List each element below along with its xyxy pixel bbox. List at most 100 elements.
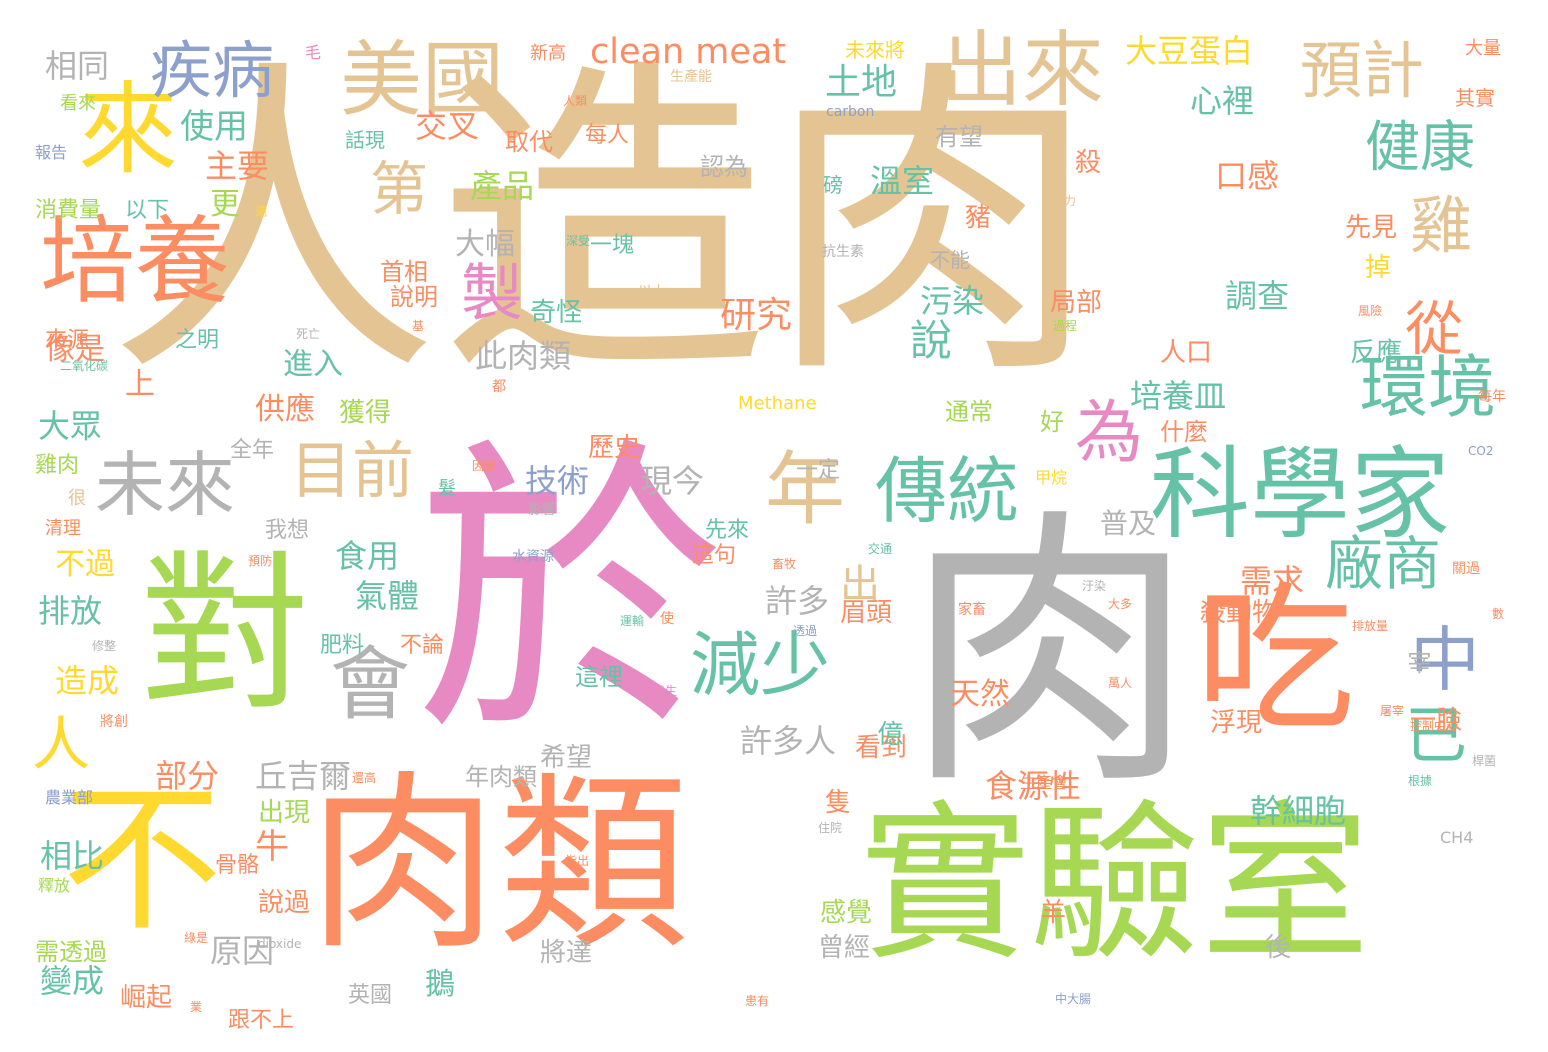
word-cjk-53: 出 bbox=[840, 562, 880, 608]
word-cjk-6: 不 bbox=[62, 766, 223, 953]
word-cjk-68: 像是 bbox=[45, 332, 105, 367]
word-cjk-196: 業 bbox=[190, 1000, 203, 1014]
word-cjk-173: 汙染 bbox=[1082, 579, 1107, 593]
word-cjk-192: 指出 bbox=[565, 854, 590, 868]
word-cjk-104: 我想 bbox=[265, 518, 310, 543]
word-cjk-125: 磅 bbox=[823, 173, 843, 197]
word-cjk-182: 萬人 bbox=[1108, 676, 1133, 690]
word-cjk-19: 減少 bbox=[690, 624, 830, 706]
word-cjk-74: 不過 bbox=[55, 547, 115, 582]
word-cjk-167: 預防 bbox=[248, 554, 273, 568]
word-cjk-82: 一臉 bbox=[1410, 706, 1463, 736]
word-cjk-65: 牛 bbox=[255, 827, 289, 867]
word-cjk-189: 根據 bbox=[1408, 774, 1433, 788]
word-cjk-97: 骨骼 bbox=[215, 853, 260, 878]
word-cjk-163: 清理 bbox=[45, 518, 81, 539]
word-cjk-85: 看到 bbox=[855, 733, 908, 763]
word-cjk-29: 為 bbox=[1075, 394, 1144, 473]
word-cjk-55: 需求 bbox=[1240, 562, 1305, 600]
word-cjk-41: 土地 bbox=[825, 62, 898, 103]
word-cjk-96: 需透過 bbox=[35, 938, 107, 966]
word-cjk-43: 口感 bbox=[1215, 157, 1280, 195]
word-cjk-117: 掉 bbox=[1365, 253, 1392, 283]
word-cjk-79: 出現 bbox=[258, 798, 311, 828]
word-cjk-50: 食用 bbox=[335, 537, 400, 575]
word-cjk-198: 中大腸 bbox=[1055, 992, 1092, 1006]
word-cjk-135: 消費量 bbox=[35, 198, 102, 223]
word-cjk-64: 原因 bbox=[210, 932, 275, 970]
word-cjk-3: 肉類 bbox=[308, 754, 689, 975]
word-cjk-69: 上 bbox=[125, 367, 155, 402]
word-cjk-46: 此肉類 bbox=[475, 337, 572, 375]
word-cjk-161: 髮 bbox=[438, 478, 456, 499]
word-cjk-21: 環境 bbox=[1360, 349, 1497, 428]
word-cjk-145: 生產能 bbox=[670, 69, 712, 85]
word-cjk-91: 羊 bbox=[1040, 898, 1067, 928]
word-cjk-157: 都 bbox=[492, 379, 506, 395]
word-cjk-193: 釋放 bbox=[38, 876, 71, 895]
word-cjk-72: 進入 bbox=[283, 347, 343, 382]
word-cjk-38: 交叉 bbox=[415, 107, 480, 145]
word-cjk-148: 深受 bbox=[566, 234, 591, 248]
word-cjk-76: 普及 bbox=[1100, 507, 1157, 540]
word-cjk-8: 科學家 bbox=[1150, 436, 1450, 553]
word-cjk-181: 發生 bbox=[653, 684, 678, 698]
word-cjk-138: 毛 bbox=[305, 43, 322, 62]
word-cjk-174: 大多 bbox=[1108, 597, 1133, 611]
word-cjk-2: 肉 bbox=[905, 486, 1195, 823]
word-cjk-118: 局部 bbox=[1050, 288, 1103, 318]
word-cjk-111: 什麼 bbox=[1160, 418, 1208, 446]
word-cjk-136: 報告 bbox=[35, 143, 68, 162]
word-cjk-45: 污染 bbox=[920, 282, 985, 320]
word-cjk-14: 預計 bbox=[1300, 34, 1425, 107]
word-methane: Methane bbox=[738, 393, 817, 414]
word-cjk-88: 感覺 bbox=[820, 898, 873, 928]
word-cjk-0: 人造肉 bbox=[108, 33, 1098, 417]
word-cjk-183: 控制中心 bbox=[1410, 719, 1459, 733]
word-cjk-86: 億 bbox=[873, 720, 903, 746]
word-cjk-194: 綠是 bbox=[184, 931, 209, 945]
word-cjk-5: 對 bbox=[140, 536, 311, 734]
word-cjk-7: 吃 bbox=[1195, 566, 1356, 753]
word-cjk-168: 水資源 bbox=[512, 549, 554, 565]
word-cjk-83: 浮現 bbox=[1210, 708, 1263, 738]
word-cjk-17: 年 bbox=[765, 443, 845, 536]
word-cjk-49: 現今 bbox=[640, 462, 705, 500]
word-cjk-150: 還 bbox=[254, 205, 268, 217]
word-cjk-112: 好 bbox=[1040, 408, 1064, 436]
word-cjk-143: 人類 bbox=[563, 94, 588, 108]
word-cjk-178: 數 bbox=[1492, 607, 1505, 621]
word-cjk-99: 這裡 bbox=[575, 663, 623, 691]
word-cjk-153: 基 bbox=[412, 319, 425, 333]
word-cjk-147: 抗生素 bbox=[822, 244, 864, 260]
word-cjk-75: 天然 bbox=[950, 677, 1010, 712]
word-cjk-172: 透過 bbox=[793, 624, 818, 638]
word-cjk-67: 大眾 bbox=[38, 407, 103, 445]
word-cjk-140: 未來將 bbox=[845, 38, 905, 62]
word-cjk-92: 將達 bbox=[540, 938, 593, 968]
word-cjk-171: 使 bbox=[660, 611, 674, 627]
word-cjk-89: 曾經 bbox=[818, 933, 871, 963]
word-cjk-35: 研究 bbox=[720, 295, 793, 336]
word-cjk-20: 會 bbox=[330, 638, 410, 731]
word-cjk-94: 崛起 bbox=[120, 983, 173, 1013]
word-cjk-139: 新高 bbox=[530, 43, 566, 64]
word-cjk-39: 產品 bbox=[470, 167, 535, 205]
word-cjk-10: 美國 bbox=[340, 33, 505, 128]
word-carbon: carbon bbox=[826, 104, 875, 120]
word-cjk-110: 人口 bbox=[1160, 338, 1213, 368]
word-cjk-80: 殺動物 bbox=[1200, 598, 1279, 628]
word-cjk-11: 出來 bbox=[940, 23, 1105, 118]
word-cjk-103: 全年 bbox=[230, 438, 275, 463]
word-cjk-179: 修整 bbox=[92, 639, 117, 653]
word-cjk-102: 雞肉 bbox=[35, 453, 80, 478]
word-cjk-116: 先見 bbox=[1345, 213, 1398, 243]
word-cjk-71: 大幅 bbox=[455, 227, 515, 262]
word-cjk-123: 取代 bbox=[505, 128, 553, 156]
word-co2: CO2 bbox=[1468, 444, 1494, 458]
word-ch4: CH4 bbox=[1440, 828, 1474, 847]
word-cjk-186: 生產會 bbox=[1020, 773, 1069, 792]
word-cjk-87: 隻 bbox=[825, 788, 852, 818]
word-cjk-130: 首相 bbox=[380, 258, 428, 286]
word-cjk-108: 一定 bbox=[796, 458, 841, 483]
